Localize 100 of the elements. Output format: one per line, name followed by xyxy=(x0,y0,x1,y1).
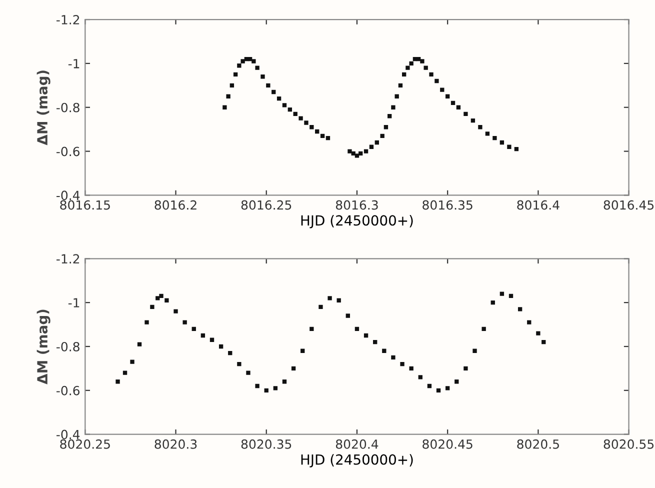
point xyxy=(246,370,250,375)
x-tick-label: 8020.45 xyxy=(422,439,472,449)
point xyxy=(472,348,477,353)
point xyxy=(226,94,230,98)
point xyxy=(156,296,160,300)
point xyxy=(464,366,468,371)
point xyxy=(228,350,232,356)
point xyxy=(298,116,303,120)
y-axis-title: ΔM (mag) xyxy=(36,310,50,384)
point xyxy=(358,151,363,156)
point xyxy=(137,342,142,346)
point xyxy=(276,96,282,101)
point xyxy=(348,149,352,154)
x-axis-title: HJD (2450000+) xyxy=(301,214,413,228)
y-tick-label: -1.2 xyxy=(56,254,80,264)
point xyxy=(418,375,422,380)
point xyxy=(130,360,134,364)
point xyxy=(282,380,287,384)
point xyxy=(291,366,296,371)
x-tick-label: 8020.35 xyxy=(241,439,292,449)
point xyxy=(454,380,459,384)
point xyxy=(391,105,396,110)
point xyxy=(536,331,540,336)
point xyxy=(174,309,178,314)
point xyxy=(409,366,414,371)
y-tick-label: -0.6 xyxy=(56,146,80,156)
point xyxy=(150,304,154,310)
point xyxy=(144,320,149,324)
point xyxy=(514,147,519,152)
point xyxy=(282,103,287,108)
point xyxy=(310,326,314,331)
point xyxy=(450,100,456,106)
point xyxy=(255,66,260,70)
point xyxy=(391,355,396,360)
point xyxy=(200,333,206,338)
point xyxy=(398,83,403,88)
y-tick-label: -0.4 xyxy=(56,190,80,200)
x-tick-label: 8016.3 xyxy=(336,200,378,210)
point xyxy=(182,320,187,324)
point xyxy=(518,307,522,312)
point xyxy=(346,314,350,318)
point xyxy=(400,362,404,366)
point xyxy=(122,370,128,375)
point xyxy=(326,136,330,140)
point xyxy=(427,384,432,388)
point xyxy=(272,90,276,94)
x-tick-label: 8020.3 xyxy=(154,439,197,449)
point xyxy=(456,105,461,110)
point xyxy=(192,326,196,331)
y-tick-label: -0.8 xyxy=(56,102,80,112)
point xyxy=(260,74,265,79)
point xyxy=(507,144,512,149)
point xyxy=(485,132,490,136)
point xyxy=(233,72,238,77)
point xyxy=(409,61,414,66)
point xyxy=(273,386,278,390)
point xyxy=(252,59,256,64)
point xyxy=(500,292,504,296)
x-tick-label: 8020.5 xyxy=(517,439,559,449)
point xyxy=(266,83,270,88)
point xyxy=(304,120,308,125)
point xyxy=(402,72,406,77)
point xyxy=(210,338,214,342)
point xyxy=(237,64,242,68)
point xyxy=(218,344,224,349)
point xyxy=(293,112,298,116)
y-tick-label: -0.4 xyxy=(56,430,80,440)
point xyxy=(300,348,305,353)
point xyxy=(230,83,234,88)
x-tick-label: 8016.25 xyxy=(241,200,292,210)
x-tick-label: 8020.4 xyxy=(336,439,378,449)
point xyxy=(237,362,242,366)
point xyxy=(380,134,384,138)
point xyxy=(406,66,410,70)
x-tick-label: 8016.4 xyxy=(517,200,560,210)
point xyxy=(159,294,164,298)
point xyxy=(320,134,325,138)
point xyxy=(382,348,386,353)
point xyxy=(446,386,450,390)
point xyxy=(255,384,260,388)
x-tick-label: 8020.25 xyxy=(60,439,110,449)
point xyxy=(542,340,546,344)
point xyxy=(364,333,368,338)
point xyxy=(164,298,169,302)
point xyxy=(482,326,486,331)
point xyxy=(364,149,368,154)
x-axis-title: HJD (2450000+) xyxy=(301,454,413,468)
point xyxy=(420,59,424,64)
point xyxy=(384,125,388,130)
point xyxy=(318,304,323,310)
point xyxy=(500,140,504,145)
point xyxy=(527,320,532,324)
x-tick-label: 8016.15 xyxy=(60,200,110,210)
point xyxy=(354,326,360,331)
point xyxy=(328,296,332,300)
point xyxy=(288,107,292,112)
x-tick-label: 8016.2 xyxy=(154,200,196,210)
point xyxy=(374,140,379,145)
point xyxy=(492,136,497,140)
y-tick-label: -0.6 xyxy=(56,386,80,396)
